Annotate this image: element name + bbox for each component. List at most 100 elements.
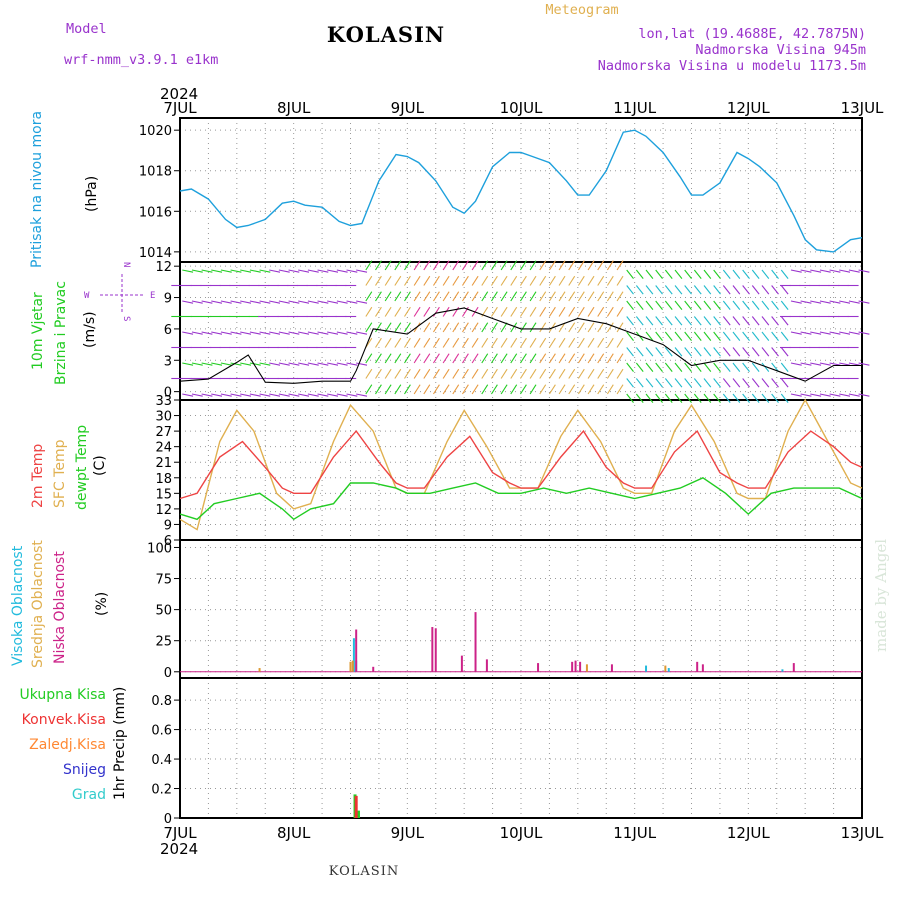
wind-arrow xyxy=(259,300,271,304)
wind-arrow xyxy=(645,285,654,295)
wind-arrow xyxy=(317,300,329,304)
wind-arrow xyxy=(433,384,440,395)
wind-arrow xyxy=(819,362,831,366)
wind-arrow xyxy=(336,331,348,335)
wind-arrow xyxy=(298,393,310,397)
wind-arrow xyxy=(742,316,750,326)
wind-arrow xyxy=(703,300,712,310)
wind-arrow xyxy=(684,316,692,326)
wind-arrow xyxy=(713,285,721,295)
wind-arrow xyxy=(577,368,585,379)
legend-frozen-rain: Zaledj.Kisa xyxy=(29,737,106,753)
total-rain-bar xyxy=(356,810,360,818)
wind-arrow xyxy=(810,269,822,273)
wind-arrow xyxy=(307,300,319,304)
wind-arrow xyxy=(558,322,566,333)
wind-arrow xyxy=(269,393,281,397)
y-tick-label: 6 xyxy=(164,323,172,338)
wind-arrow xyxy=(780,300,789,310)
wind-arrow xyxy=(790,393,802,397)
wind-unit: (m/s) xyxy=(82,311,98,348)
wind-arrow xyxy=(365,275,373,286)
wind-arrow xyxy=(819,393,831,397)
wind-arrow xyxy=(539,275,547,286)
wind-arrow xyxy=(606,368,614,379)
wind-arrow xyxy=(471,368,479,379)
wind-arrow xyxy=(645,378,654,388)
wind-arrow xyxy=(829,362,841,366)
wind-arrow xyxy=(664,347,673,357)
x-tick-label-bottom: 9JUL xyxy=(391,824,425,842)
wind-arrow xyxy=(751,300,760,310)
wind-arrow xyxy=(481,291,489,302)
wind-arrow xyxy=(461,384,469,395)
wind-arrow xyxy=(191,393,203,397)
wind-arrow xyxy=(606,353,614,364)
wind-arrow xyxy=(413,260,421,271)
wind-arrow xyxy=(384,306,392,317)
wind-arrow xyxy=(240,331,252,335)
wind-arrow xyxy=(587,368,595,379)
wind-arrow xyxy=(365,353,373,364)
wind-arrow xyxy=(761,378,770,388)
wind-arrow xyxy=(684,347,692,357)
wind-arrow xyxy=(732,331,741,341)
wind-arrow xyxy=(606,306,614,317)
y-tick-label: 0 xyxy=(164,812,172,827)
wind-arrow xyxy=(481,322,489,333)
wind-arrow xyxy=(384,291,392,302)
wind-arrow xyxy=(288,269,300,273)
model-elevation-label: Nadmorska Visina u modelu 1173.5m xyxy=(598,58,866,74)
wind-arrow xyxy=(500,260,508,271)
dew-ylabel: dewpt Temp xyxy=(74,425,90,510)
wind-speed-line xyxy=(179,307,862,384)
wind-arrow xyxy=(684,393,692,403)
wind-arrow xyxy=(510,337,518,348)
wind-arrow xyxy=(568,306,576,317)
wind-arrow xyxy=(626,316,634,326)
y-tick-label: 0.2 xyxy=(151,783,172,798)
wind-arrow xyxy=(558,353,566,364)
wind-arrow xyxy=(404,306,411,317)
wind-arrow xyxy=(684,378,692,388)
compass-east: E xyxy=(150,291,155,301)
wind-arrow xyxy=(211,331,223,335)
wind-arrow xyxy=(336,362,348,366)
y-tick-label: 15 xyxy=(155,487,172,502)
wind-arrow xyxy=(722,393,731,403)
wind-arrow xyxy=(510,384,518,395)
wind-arrow xyxy=(288,300,300,304)
wind-arrow xyxy=(365,368,373,379)
wind-arrow xyxy=(858,393,870,397)
y-tick-label: 100 xyxy=(147,541,172,556)
wind-arrow xyxy=(471,322,479,333)
wind-arrow xyxy=(442,337,450,348)
wind-arrow xyxy=(471,291,479,302)
wind-arrow xyxy=(471,337,479,348)
wind-arrow xyxy=(423,291,431,302)
wind-arrow xyxy=(288,393,300,397)
wind-arrow xyxy=(829,331,841,335)
model-label: Model xyxy=(66,21,107,37)
wind-arrow xyxy=(635,347,644,357)
wind-arrow xyxy=(819,269,831,273)
wind-arrow xyxy=(481,368,489,379)
wind-arrow xyxy=(182,331,194,335)
wind-arrow xyxy=(327,362,339,366)
wind-arrow xyxy=(249,331,261,335)
wind-arrow xyxy=(375,353,382,364)
wind-arrow xyxy=(548,337,556,348)
x-tick-label-top: 8JUL xyxy=(277,99,311,117)
wind-arrow xyxy=(471,275,479,286)
wind-arrow xyxy=(674,316,683,326)
wind-arrow xyxy=(597,353,605,364)
compass-north: N xyxy=(121,262,131,267)
wind-arrow xyxy=(761,316,770,326)
wind-arrow xyxy=(423,275,431,286)
wind-compass: W E N S xyxy=(84,262,155,321)
wind-arrow xyxy=(375,260,382,271)
mid-cloud-ylabel: Srednja Oblacnost xyxy=(30,540,46,668)
wind-arrow xyxy=(452,337,460,348)
pressure-unit: (hPa) xyxy=(84,176,100,212)
